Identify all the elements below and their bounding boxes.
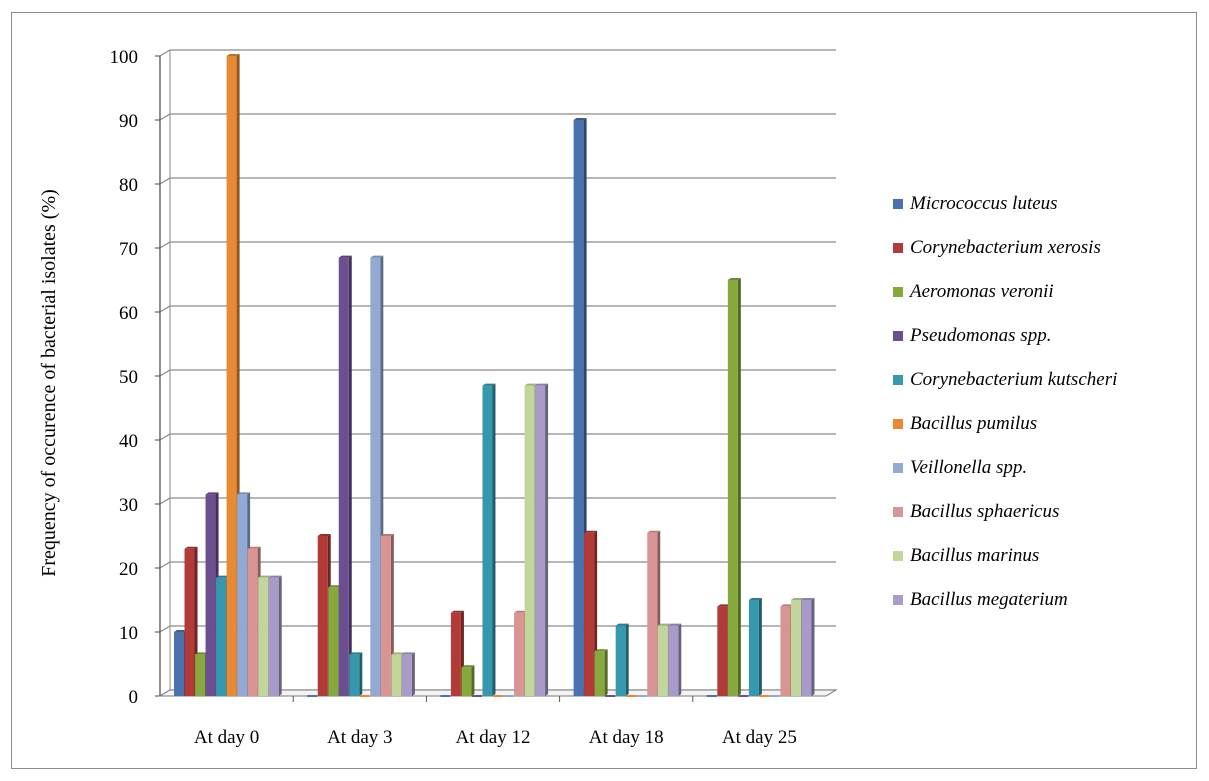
legend-label: Micrococcus luteus	[909, 193, 1058, 214]
bar	[338, 255, 352, 696]
y-tick-label: 10	[119, 623, 138, 644]
x-category-label: At day 3	[327, 727, 392, 748]
gridline	[159, 177, 836, 185]
bar	[461, 665, 475, 696]
bar	[401, 652, 415, 696]
legend-item: Micrococcus luteus	[893, 193, 1058, 214]
legend-item: Veillonella spp.	[893, 457, 1027, 478]
bar	[482, 383, 496, 696]
legend-item: Corynebacterium xerosis	[893, 237, 1101, 258]
bar	[615, 623, 629, 696]
gridline	[159, 49, 836, 57]
legend-item: Bacillus sphaericus	[893, 501, 1059, 522]
bar	[349, 652, 363, 696]
y-tick-label: 0	[129, 687, 139, 708]
legend-label: Aeromonas veronii	[908, 281, 1054, 302]
legend-label: Bacillus sphaericus	[910, 501, 1059, 522]
legend-item: Corynebacterium kutscheri	[893, 369, 1117, 390]
y-tick-label: 100	[110, 47, 139, 68]
y-tick-label: 80	[119, 175, 138, 196]
legend-label: Bacillus pumilus	[910, 413, 1037, 434]
y-tick-label: 50	[119, 367, 138, 388]
legend-swatch	[893, 507, 903, 517]
legend-swatch	[893, 331, 903, 341]
legend-swatch	[893, 287, 903, 297]
legend-item: Bacillus pumilus	[893, 413, 1037, 434]
legend: Micrococcus luteus Corynebacterium xerosi…	[893, 193, 1117, 610]
bar	[727, 278, 741, 696]
bars	[174, 54, 815, 697]
y-tick-label: 30	[119, 495, 138, 516]
legend-label: Veillonella spp.	[910, 457, 1027, 478]
legend-swatch	[893, 463, 903, 473]
x-category-label: At day 18	[589, 727, 664, 748]
bar	[268, 575, 282, 696]
x-category-label: At day 0	[194, 727, 259, 748]
legend-swatch	[893, 199, 903, 209]
y-tick-label: 70	[119, 239, 138, 260]
y-tick-label: 90	[119, 111, 138, 132]
bar	[535, 383, 549, 696]
bar	[748, 598, 762, 696]
legend-label: Corynebacterium xerosis	[910, 237, 1101, 258]
legend-item: Bacillus megaterium	[893, 589, 1068, 610]
legend-swatch	[893, 375, 903, 385]
legend-label: Bacillus marinus	[910, 545, 1039, 566]
y-tick-label: 60	[119, 303, 138, 324]
y-axis-title: Frequency of occurence of bacterial isol…	[38, 189, 60, 577]
x-category-label: At day 25	[722, 727, 797, 748]
x-axis-category-labels: At day 0 At day 3 At day 12 At day 18 At day…	[194, 727, 797, 748]
legend-item: Bacillus marinus	[893, 545, 1039, 566]
y-axis-tick-labels: 0 10 20 30 40 50 60 70 80 90 100	[110, 47, 139, 708]
legend-label: Corynebacterium kutscheri	[910, 369, 1117, 390]
bar	[801, 598, 815, 696]
y-tick-label: 40	[119, 431, 138, 452]
legend-swatch	[893, 419, 903, 429]
legend-label: Bacillus megaterium	[910, 589, 1068, 610]
legend-item: Aeromonas veronii	[893, 281, 1054, 302]
legend-label: Pseudomonas spp.	[909, 325, 1051, 346]
y-tick-label: 20	[119, 559, 138, 580]
legend-swatch	[893, 595, 903, 605]
gridline	[159, 113, 836, 121]
legend-swatch	[893, 551, 903, 561]
bar	[668, 623, 682, 696]
legend-swatch	[893, 243, 903, 253]
x-category-label: At day 12	[456, 727, 531, 748]
legend-item: Pseudomonas spp.	[893, 325, 1051, 346]
bar	[594, 649, 608, 696]
gridline	[159, 241, 836, 249]
